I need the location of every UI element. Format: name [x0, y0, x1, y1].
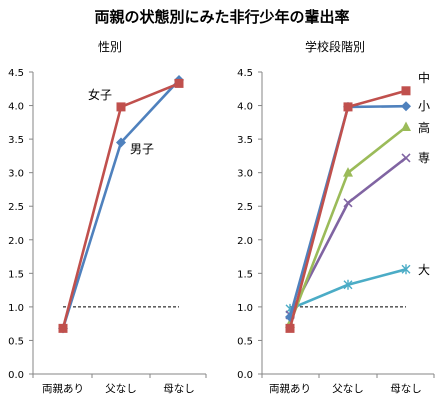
panel-2-data-point: [401, 153, 411, 163]
panel-2-data-point: [401, 264, 411, 275]
panel-2-x-tick-label: 父なし: [332, 383, 364, 395]
panel-2-data-point: [401, 86, 411, 96]
panel-1-data-point: [58, 323, 68, 333]
panel-2-y-tick-label: 0.0: [237, 370, 253, 381]
panel-2-series-label: 専: [418, 151, 430, 165]
panel-2-series-label: 大: [418, 263, 430, 277]
panel-2-y-tick-label: 2.0: [237, 236, 253, 247]
panel-2-data-point: [343, 167, 353, 177]
panel-1-data-point: [116, 137, 126, 148]
panel-1-x-tick-label: 母なし: [163, 383, 195, 395]
panel-2-y-tick-label: 0.5: [237, 336, 253, 347]
panel-2-y-tick-label: 4.5: [237, 68, 253, 79]
panel-2-series-line: [288, 126, 407, 325]
panel-1-series-label: 女子: [88, 87, 112, 102]
panel-1-y-tick-label: 3.5: [8, 135, 24, 146]
panel-2-title: 学校段階別: [305, 39, 365, 54]
panel-1-x-tick-label: 両親あり: [42, 382, 84, 395]
panel-2-y-tick-label: 3.0: [237, 169, 253, 180]
panel-1-y-tick-label: 2.0: [8, 236, 24, 247]
panel-1-y-tick-label: 1.0: [8, 303, 24, 314]
panel-2-data-point: [343, 279, 353, 290]
panel-1-y-tick-label: 4.5: [8, 68, 24, 79]
panel-2-series-label: 高: [418, 120, 430, 135]
panel-1-y-tick-label: 0.5: [8, 336, 24, 347]
panel-2-series-line: [288, 156, 407, 316]
panel-2-data-point: [343, 102, 353, 112]
panel-1-y-tick-label: 3.0: [8, 169, 24, 180]
main-title: 両親の状態別にみた非行少年の輩出率: [94, 8, 350, 26]
panel-1-series-label: 男子: [130, 142, 154, 156]
panel-2-series-label: 小: [418, 99, 430, 113]
panel-2-y-tick-label: 1.0: [237, 303, 253, 314]
panel-1-data-point: [174, 78, 184, 88]
panel-2-x-tick-label: 両親あり: [269, 382, 311, 395]
panel-1-series-line: [61, 79, 180, 329]
panel-2-x-tick-label: 母なし: [390, 383, 422, 395]
panel-2-series-label: 中: [418, 70, 430, 85]
panel-1-y-tick-label: 4.0: [8, 102, 24, 113]
panel-1-series-line: [61, 82, 180, 329]
panel-1-x-tick-label: 父なし: [105, 383, 137, 395]
panel-2-data-point: [285, 323, 295, 333]
panel-2-data-point: [401, 121, 411, 132]
panel-2-y-tick-label: 4.0: [237, 102, 253, 113]
panel-2-y-tick-label: 2.5: [237, 202, 253, 213]
panel-2-series-line: [288, 89, 407, 329]
panel-2-y-tick-label: 3.5: [237, 135, 253, 146]
panel-2-y-tick-label: 1.5: [237, 269, 253, 280]
panel-1-title: 性別: [98, 40, 122, 54]
panel-1-data-point: [116, 102, 126, 112]
panel-1-y-tick-label: 0.0: [8, 370, 24, 381]
panel-2-data-point: [401, 101, 411, 112]
panel-2-data-point: [343, 198, 353, 208]
panel-1-y-tick-label: 1.5: [8, 269, 24, 280]
panel-1-y-tick-label: 2.5: [8, 202, 24, 213]
